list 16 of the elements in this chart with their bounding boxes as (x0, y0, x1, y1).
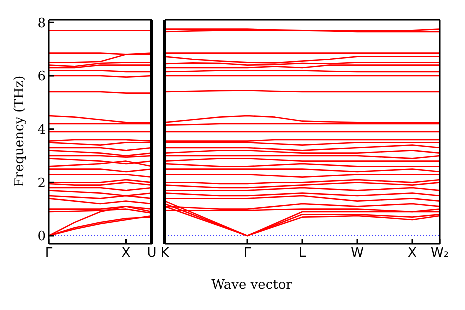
y-axis-title: Frequency (THz) (12, 74, 28, 190)
x-tick-label: Γ (244, 246, 252, 262)
x-tick-label: X (122, 246, 131, 262)
y-tick-label: 0 (38, 230, 46, 245)
x-tick-label: W (351, 246, 364, 262)
y-tick-label: 8 (38, 16, 46, 32)
x-axis-title: Wave vector (210, 278, 294, 293)
y-tick-label: 2 (38, 176, 46, 192)
x-tick-label: K (160, 246, 170, 262)
y-tick-label: 4 (38, 122, 46, 138)
y-tick-label: 6 (38, 70, 46, 85)
x-tick-label: Γ (45, 246, 54, 262)
x-tick-label: X (408, 246, 418, 262)
x-tick-label: U (147, 246, 157, 262)
x-tick-label: L (298, 246, 307, 262)
x-tick-label: W₂ (430, 246, 450, 262)
